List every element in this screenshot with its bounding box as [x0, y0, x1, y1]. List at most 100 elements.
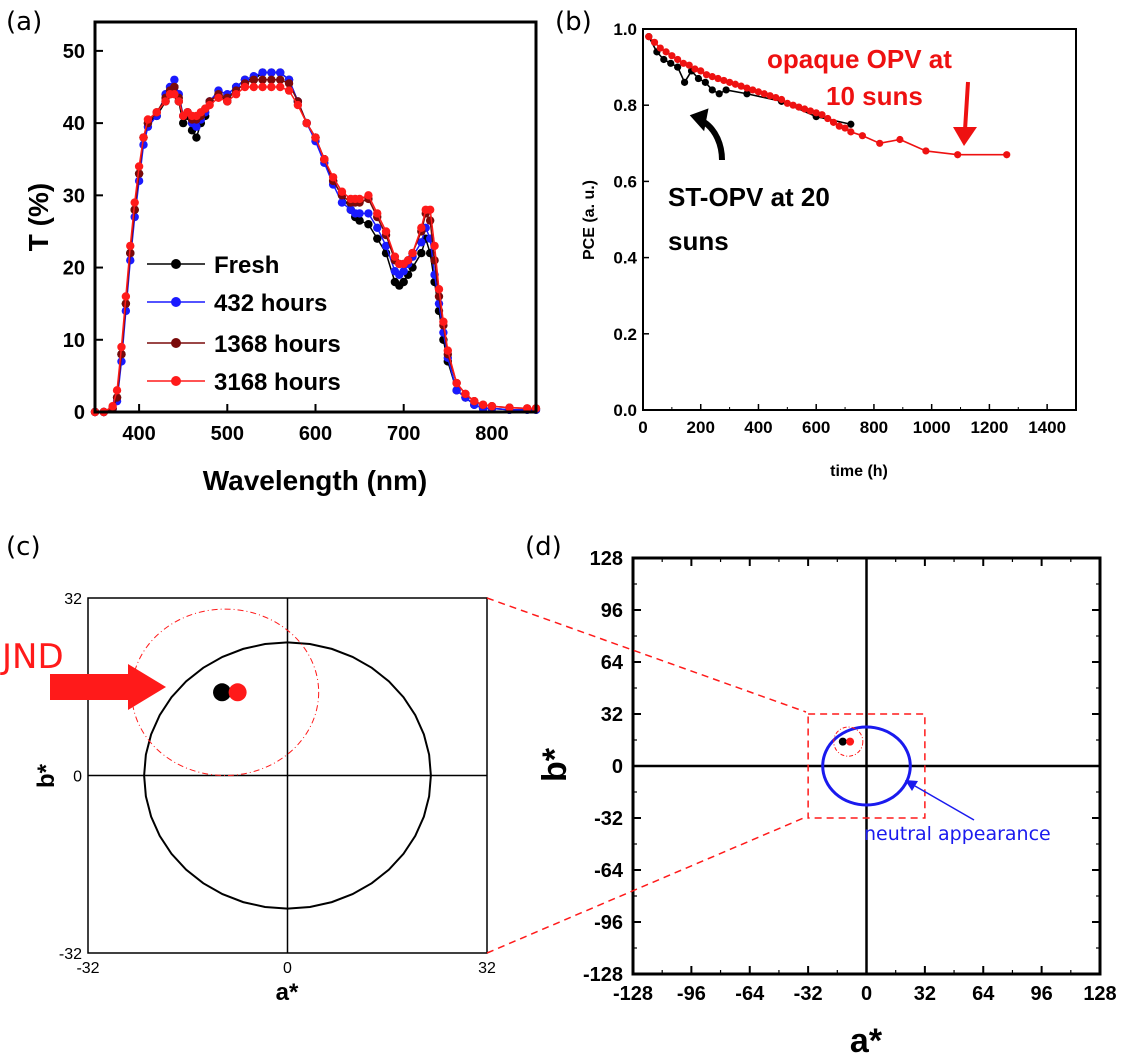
panel-d-frame	[631, 556, 1102, 976]
st-opv-annotation-line1: ST-OPV at 20	[668, 182, 830, 212]
data-point	[417, 223, 426, 233]
y-tick-label: -32	[59, 946, 82, 963]
data-point	[108, 402, 117, 411]
opaque-arrow	[953, 81, 977, 146]
y-tick-label: 128	[590, 548, 623, 570]
data-point	[417, 248, 426, 258]
data-point	[399, 277, 408, 287]
x-tick-label: 800	[475, 423, 508, 445]
series-line	[95, 79, 536, 413]
data-point	[373, 209, 382, 218]
data-point	[737, 82, 745, 90]
legend-label: 432 hours	[214, 290, 327, 317]
data-point	[223, 97, 232, 106]
panel-c-xlabel: a*	[276, 979, 299, 1006]
data-point	[214, 93, 223, 103]
data-point	[487, 402, 497, 411]
jnd-circle	[833, 726, 864, 757]
data-point	[841, 124, 849, 132]
data-point	[284, 79, 294, 88]
panel-b: (b) 0 200 400 600 800 1000 1200 1400 0.0 0.2 0.4 0.…	[555, 7, 1077, 480]
panel-c-ylabel: b*	[33, 763, 60, 788]
opaque-annotation-line2: 10 suns	[826, 81, 923, 111]
panel-a-legend: Fresh 432 hours 1368 hours 3168 hours	[147, 252, 341, 396]
series-1	[645, 33, 855, 128]
data-point	[743, 84, 751, 92]
series-line	[95, 71, 536, 413]
panel-b-xlabel: time (h)	[830, 463, 888, 480]
data-point	[174, 97, 183, 106]
y-tick-label: 40	[63, 113, 85, 135]
data-point	[694, 74, 703, 83]
data-point	[117, 342, 126, 352]
color-point	[846, 737, 855, 746]
data-point	[126, 241, 135, 251]
data-point	[478, 400, 488, 409]
data-point	[276, 68, 285, 77]
data-point	[650, 38, 659, 46]
data-point	[430, 256, 439, 265]
y-tick-label: 10	[63, 330, 85, 352]
data-point	[667, 59, 675, 67]
data-point	[134, 162, 144, 171]
panel-a-label: (a)	[6, 7, 42, 37]
color-point	[213, 683, 232, 702]
panel-a-frame	[93, 20, 538, 414]
data-point	[267, 68, 276, 77]
y-tick-label: 0	[74, 402, 85, 424]
panel-c: (c) -32 0 32 -32 0 32 a* b* JND	[0, 532, 496, 1006]
data-point	[434, 285, 444, 294]
x-tick-label: 1200	[970, 418, 1008, 437]
panel-d-xlabel: a*	[850, 1022, 883, 1060]
data-point	[258, 82, 267, 92]
data-point	[701, 78, 709, 86]
data-point	[267, 82, 276, 92]
data-point	[161, 97, 170, 106]
x-tick-label: 400	[744, 418, 772, 437]
data-point	[434, 292, 444, 301]
x-tick-label: 96	[1031, 983, 1053, 1005]
data-point	[847, 128, 855, 136]
data-point	[708, 73, 716, 81]
data-point	[170, 82, 179, 92]
x-tick-label: 1000	[913, 418, 951, 437]
data-point	[674, 63, 682, 71]
data-point	[660, 55, 668, 64]
y-tick-label: 0	[73, 769, 82, 786]
data-point	[439, 317, 448, 326]
y-tick-label: 20	[63, 258, 85, 280]
data-point	[679, 59, 688, 67]
x-tick-label: 32	[914, 983, 936, 1005]
x-tick-label: 600	[802, 418, 830, 437]
data-point	[192, 122, 201, 131]
data-point	[766, 92, 774, 100]
data-point	[668, 52, 676, 60]
data-point	[680, 78, 689, 86]
panel-c-label: (c)	[6, 532, 41, 562]
data-point	[1003, 151, 1011, 159]
data-point	[328, 173, 338, 182]
series-line	[95, 71, 536, 413]
data-point	[258, 68, 267, 77]
data-point	[697, 67, 705, 75]
data-point	[249, 75, 258, 84]
data-point	[130, 198, 139, 207]
panel-a-ylabel: T (%)	[23, 183, 54, 251]
series-line	[648, 36, 852, 126]
data-point	[170, 75, 179, 84]
y-tick-label: -32	[594, 808, 623, 830]
y-tick-label: 1.0	[613, 20, 637, 39]
data-point	[337, 198, 347, 207]
data-point	[355, 194, 364, 204]
legend-label: 1368 hours	[214, 331, 341, 358]
data-point	[760, 90, 768, 98]
legend-entry-3168: 3168 hours	[147, 369, 341, 396]
legend-label: Fresh	[214, 252, 279, 279]
zoom-box	[807, 713, 926, 819]
y-tick-label: 0	[612, 756, 623, 778]
data-point	[355, 209, 364, 218]
data-point	[403, 256, 413, 265]
x-tick-label: 1400	[1028, 418, 1066, 437]
data-point	[461, 389, 470, 399]
